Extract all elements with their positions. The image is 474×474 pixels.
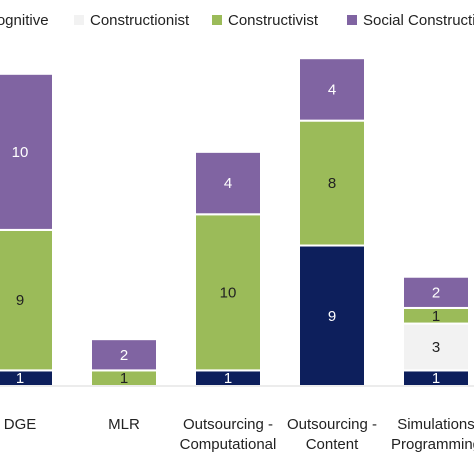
- legend-label-social-constructivist: Social Constructivist: [363, 12, 474, 29]
- legend-swatch-social-constructivist: [347, 15, 357, 25]
- legend-label-constructivist: Constructivist: [228, 12, 319, 29]
- data-label-simulations-programming-constructivist: 1: [432, 308, 440, 325]
- bar-outsourcing-content-social-constructivist: [298, 57, 366, 122]
- data-label-simulations-programming-constructionist: 3: [432, 339, 440, 356]
- bar-dge-cognitive: [0, 369, 54, 388]
- legend-label-constructionist: Constructionist: [90, 12, 190, 29]
- bar-simulations-programming-social-constructivist: [402, 275, 470, 309]
- data-label-dge-constructivist: 9: [16, 292, 24, 309]
- data-label-outsourcing-content-social-constructivist: 4: [328, 81, 336, 98]
- data-label-mlr-constructivist: 1: [120, 370, 128, 387]
- legend: Cognitive Constructionist Constructivist So…: [0, 12, 474, 29]
- legend-swatch-constructivist: [212, 15, 222, 25]
- category-label-mlr: MLR: [108, 416, 140, 433]
- data-label-dge-social-constructivist: 10: [12, 144, 29, 161]
- bar-mlr-social-constructivist: [90, 338, 158, 372]
- data-label-outsourcing-computational-cognitive: 1: [224, 370, 232, 387]
- category-label-dge: DGE: [4, 416, 37, 433]
- category-label-outsourcing-computational: Outsourcing -Computational: [180, 416, 277, 453]
- bar-dge-constructivist: [0, 228, 54, 372]
- bar-dge-social-constructivist: [0, 72, 54, 231]
- bar-outsourcing-content-constructivist: [298, 119, 366, 247]
- data-label-outsourcing-computational-social-constructivist: 4: [224, 175, 232, 192]
- bar-outsourcing-computational-constructivist: [194, 213, 262, 372]
- bar-simulations-programming-constructionist: [402, 322, 470, 372]
- category-label-simulations-programming: Simulations Programming: [391, 416, 474, 453]
- data-label-simulations-programming-social-constructivist: 2: [432, 284, 440, 301]
- data-label-outsourcing-content-constructivist: 8: [328, 175, 336, 192]
- data-label-mlr-social-constructivist: 2: [120, 347, 128, 364]
- data-label-simulations-programming-cognitive: 1: [432, 370, 440, 387]
- category-label-outsourcing-content: Outsourcing -Content: [287, 416, 377, 453]
- legend-label-cognitive: Cognitive: [0, 12, 49, 29]
- bar-outsourcing-computational-social-constructivist: [194, 150, 262, 216]
- bar-outsourcing-content-cognitive: [298, 244, 366, 387]
- data-label-dge-cognitive: 1: [16, 370, 24, 387]
- data-label-outsourcing-content-cognitive: 9: [328, 308, 336, 325]
- category-labels: DGE MLR Outsourcing -Computational Outsourc…: [4, 416, 474, 453]
- data-label-outsourcing-computational-constructivist: 10: [220, 284, 237, 301]
- legend-swatch-constructionist: [74, 15, 84, 25]
